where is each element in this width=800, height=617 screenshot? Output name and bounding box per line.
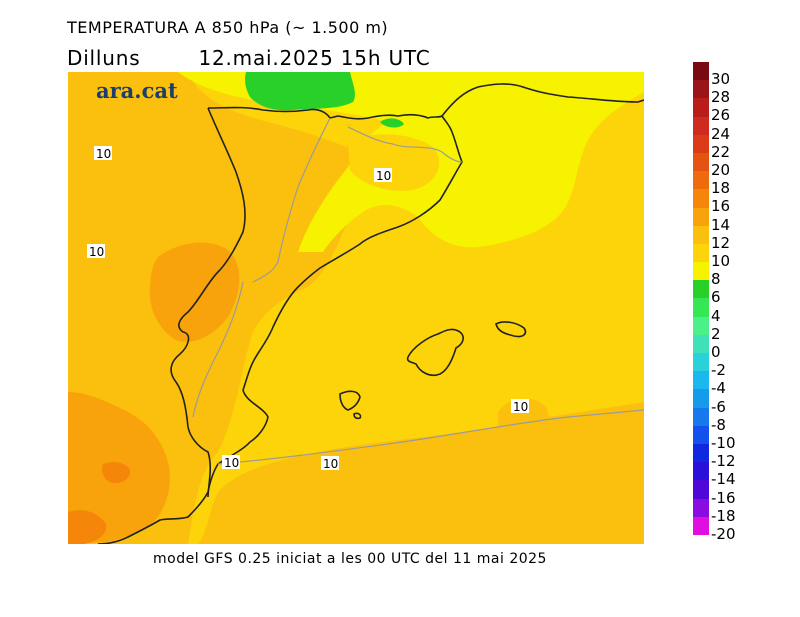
legend-swatch: [693, 152, 709, 172]
legend-swatch: [693, 134, 709, 153]
legend-swatch: [693, 280, 709, 299]
legend-swatch: [693, 407, 709, 426]
legend-label: -12: [711, 452, 736, 471]
legend-swatch: [693, 171, 709, 190]
boundary-south: [217, 409, 644, 465]
legend-label: 0: [711, 343, 721, 361]
legend-swatch: [693, 425, 709, 444]
legend-swatch: [693, 80, 709, 99]
legend-swatch: [693, 207, 709, 226]
field-14-16-west: [102, 462, 131, 484]
field-4-6: [245, 72, 355, 111]
legend-label: 24: [711, 124, 731, 143]
legend-label: 26: [711, 106, 731, 125]
legend-label: -2: [711, 361, 726, 380]
forecast-time: Dilluns 12.mai.2025 15h UTC: [67, 46, 431, 70]
legend-swatch: [693, 371, 709, 390]
regional-boundaries: [192, 117, 644, 465]
legend-swatch: [693, 516, 709, 535]
island-ibiza: [339, 390, 361, 411]
legend-label: -18: [711, 506, 736, 525]
aracat-logo: ara.cat: [96, 78, 178, 103]
legend-label: 30: [711, 70, 731, 88]
legend-label: -14: [711, 470, 736, 489]
islands: [339, 321, 527, 420]
boundary-aragon: [192, 281, 244, 418]
contour-label: 10: [96, 147, 111, 161]
legend-swatch: [693, 462, 709, 481]
field-14-16-southwest: [68, 510, 107, 544]
contour-label: 10: [513, 400, 528, 414]
field-12-14-west: [149, 242, 240, 342]
contour-label: 10: [323, 457, 338, 471]
coastlines: [97, 83, 644, 544]
chart-title: TEMPERATURA A 850 hPa (~ 1.500 m): [67, 18, 389, 37]
legend-swatch: [693, 225, 709, 244]
legend-label: 12: [711, 233, 731, 252]
legend-label: -4: [711, 379, 726, 398]
legend-label: 6: [711, 288, 721, 307]
boundary-catalonia-west: [252, 117, 331, 283]
island-mallorca: [406, 328, 465, 377]
field-8-10-north: [348, 134, 440, 191]
forecast-datetime: 12.mai.2025 15h UTC: [198, 46, 431, 70]
legend-label: 4: [711, 306, 721, 325]
legend-label: -6: [711, 397, 726, 416]
legend-label: 20: [711, 161, 731, 179]
model-info: model GFS 0.25 iniciat a les 00 UTC del …: [153, 551, 547, 567]
field-4-6-small: [380, 118, 404, 128]
legend-swatch: [693, 498, 709, 517]
island-menorca: [495, 321, 527, 338]
legend-label: 22: [711, 142, 731, 161]
legend-label: 2: [711, 324, 721, 343]
legend-swatch: [693, 443, 709, 463]
legend-swatch: [693, 262, 709, 281]
legend-label: -10: [711, 434, 736, 452]
border-france-spain: [170, 107, 246, 498]
legend-swatch: [693, 189, 709, 208]
contour-label: 10: [224, 456, 239, 470]
contour-labels: 10 10 10 10 10 10: [87, 146, 529, 471]
forecast-day: Dilluns: [67, 46, 141, 70]
legend-label: 8: [711, 270, 721, 289]
boundary-catalonia-north: [347, 126, 463, 163]
legend-label: 28: [711, 88, 731, 107]
legend-swatch: [693, 316, 709, 335]
legend-label: 16: [711, 197, 731, 216]
island-formentera: [353, 412, 362, 420]
legend-swatch: [693, 62, 709, 81]
field-10-12-southeast: [498, 398, 550, 449]
legend-label: -8: [711, 415, 726, 434]
legend-swatch: [693, 98, 709, 117]
color-legend: [693, 62, 709, 535]
coastline-north: [441, 83, 644, 117]
legend-label: -16: [711, 488, 736, 507]
legend-swatch: [693, 389, 709, 408]
contour-label: 10: [376, 169, 391, 183]
legend-swatch: [693, 243, 709, 263]
legend-label: 18: [711, 179, 731, 198]
legend-swatch: [693, 116, 709, 135]
temperature-map: ara.cat 10 10 10 10 10 10: [68, 72, 644, 544]
legend-swatch: [693, 298, 709, 317]
legend-swatch: [693, 480, 709, 499]
legend-label: 10: [711, 252, 731, 270]
legend-label: -20: [711, 525, 736, 543]
legend-swatch: [693, 353, 709, 372]
legend-swatch: [693, 334, 709, 353]
contour-label: 10: [89, 245, 104, 259]
legend-label: 14: [711, 215, 731, 234]
